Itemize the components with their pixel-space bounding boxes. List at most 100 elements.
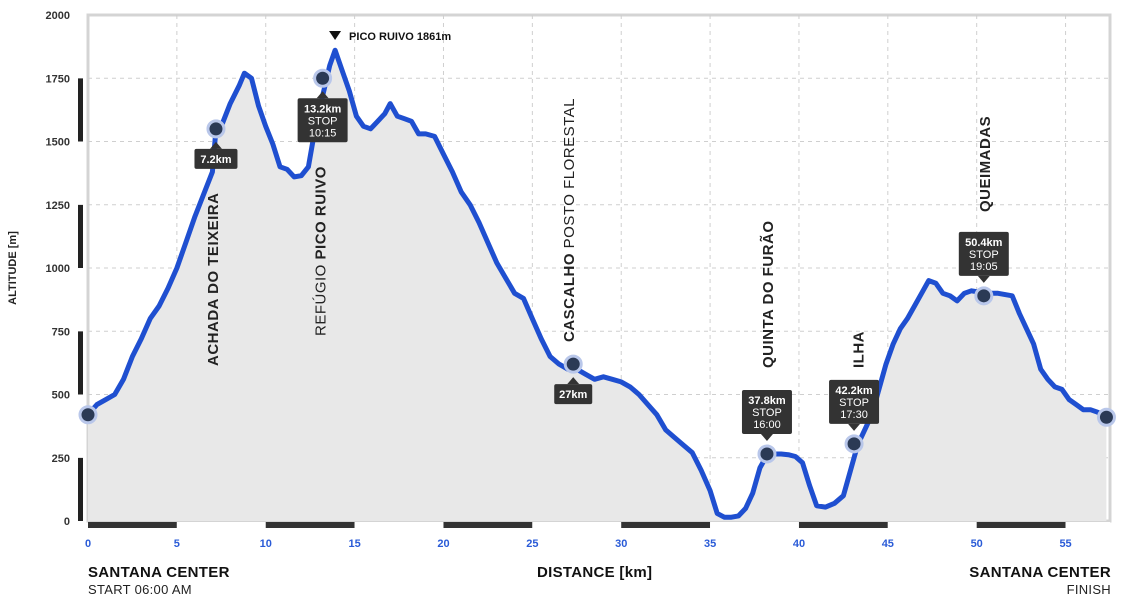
x-tick-label: 45 — [882, 538, 894, 550]
stop-marker — [78, 405, 98, 425]
callout-box — [554, 384, 593, 405]
callout-text: 17:30 — [840, 409, 868, 421]
callout-text: 7.2km — [200, 154, 231, 166]
x-tick-label: 5 — [174, 538, 180, 550]
y-tick-label: 0 — [64, 516, 70, 528]
x-tick-label: 0 — [85, 538, 91, 550]
callout-pointer — [316, 91, 329, 99]
location-label-part: QUEIMADAS — [977, 116, 994, 212]
x-axis-bar-segment — [710, 522, 799, 528]
stop-marker — [757, 444, 777, 464]
x-tick-label: 40 — [793, 538, 805, 550]
x-axis-bar-segment — [621, 522, 711, 528]
y-axis-bar-segment — [78, 15, 83, 79]
finish-location-title: SANTANA CENTER — [969, 564, 1111, 581]
location-label-part: REFÚGIO — [313, 259, 330, 336]
x-axis-bar-segment — [532, 522, 622, 528]
location-label: CASCALHO POSTO FLORESTAL — [561, 98, 578, 342]
x-axis-bar-segment — [887, 522, 977, 528]
callout-box — [958, 231, 1009, 276]
callout-text: 10:15 — [309, 127, 337, 139]
location-label-part: POSTO FLORESTAL — [561, 98, 578, 253]
location-label-part: CASCALHO — [561, 253, 578, 342]
y-tick-label: 1500 — [46, 137, 70, 149]
location-label-part: QUINTA DO FURÃO — [759, 221, 777, 369]
x-axis-bar-segment — [976, 522, 1066, 528]
callout-box — [829, 379, 880, 424]
location-label: ACHADA DO TEIXEIRA — [205, 193, 222, 366]
y-axis-bar-segment — [78, 141, 83, 205]
finish-label: FINISH — [1066, 582, 1111, 597]
x-axis-bar-segment — [265, 522, 355, 528]
location-label: QUINTA DO FURÃO — [759, 221, 777, 369]
elevation-area — [88, 50, 1107, 521]
location-label-part: ILHA — [851, 331, 868, 368]
location-label: REFÚGIO PICO RUIVO — [313, 166, 330, 336]
x-tick-label: 25 — [526, 538, 538, 550]
stop-marker — [844, 434, 864, 454]
y-tick-label: 2000 — [46, 10, 70, 22]
y-tick-label: 500 — [52, 390, 70, 402]
location-label-part: ACHADA DO TEIXEIRA — [205, 193, 222, 366]
stop-marker — [1096, 407, 1116, 427]
y-tick-label: 750 — [52, 326, 70, 338]
y-axis-title: ALTITUDE [m] — [7, 231, 19, 305]
stop-marker — [563, 354, 583, 374]
start-location-title: SANTANA CENTER — [88, 564, 230, 581]
y-axis-bar-segment — [78, 268, 83, 332]
callout-text: 19:05 — [970, 261, 998, 273]
x-tick-label: 50 — [971, 538, 983, 550]
stop-marker — [313, 68, 333, 88]
callout-text: 16:00 — [753, 419, 781, 431]
location-label: ILHA — [851, 331, 868, 368]
peak-triangle-icon — [329, 31, 342, 40]
x-axis-title: DISTANCE [km] — [537, 564, 653, 581]
callout-text: STOP — [839, 397, 869, 409]
stop-marker — [206, 119, 226, 139]
y-axis-bar-segment — [78, 78, 83, 142]
y-axis-bar-segment — [78, 204, 83, 268]
callout-text: 13.2km — [304, 103, 342, 115]
callout-pointer — [760, 433, 773, 441]
callout-text: 37.8km — [748, 395, 786, 407]
x-axis-bar-segment — [798, 522, 888, 528]
callout-text: STOP — [752, 407, 782, 419]
callout-pointer — [848, 423, 861, 431]
x-axis-bar-segment — [1065, 522, 1110, 528]
callout-pointer — [209, 141, 222, 149]
y-axis-bar-segment — [78, 457, 83, 521]
callout-text: STOP — [308, 115, 338, 127]
x-axis-bar-segment — [88, 522, 177, 528]
elevation-line — [85, 47, 1109, 520]
x-tick-label: 55 — [1059, 538, 1071, 550]
x-axis-bar-segment — [354, 522, 444, 528]
callout-box — [297, 98, 348, 143]
start-time-label: START 06:00 AM — [88, 582, 192, 597]
callout-box — [194, 148, 238, 169]
callout-pointer — [977, 275, 990, 283]
peak-label: PICO RUIVO 1861m — [349, 31, 451, 43]
y-tick-label: 250 — [52, 453, 70, 465]
callout-text: 42.2km — [835, 385, 873, 397]
x-tick-label: 20 — [437, 538, 449, 550]
y-tick-label: 1250 — [46, 200, 70, 212]
y-axis-bar-segment — [78, 394, 83, 458]
x-tick-label: 10 — [260, 538, 272, 550]
x-tick-label: 15 — [348, 538, 360, 550]
x-axis-bar-segment — [176, 522, 266, 528]
location-label: QUEIMADAS — [977, 116, 994, 212]
y-tick-label: 1750 — [46, 73, 70, 85]
location-label-part: PICO RUIVO — [313, 166, 330, 259]
x-tick-label: 35 — [704, 538, 716, 550]
stop-marker — [974, 286, 994, 306]
callout-text: 27km — [559, 389, 587, 401]
x-tick-label: 30 — [615, 538, 627, 550]
y-axis-bar-segment — [78, 331, 83, 395]
callout-text: STOP — [969, 249, 999, 261]
callout-text: 50.4km — [965, 237, 1003, 249]
callout-box — [741, 389, 792, 434]
callout-pointer — [567, 377, 580, 385]
x-axis-bar-segment — [443, 522, 533, 528]
y-tick-label: 1000 — [46, 263, 70, 275]
